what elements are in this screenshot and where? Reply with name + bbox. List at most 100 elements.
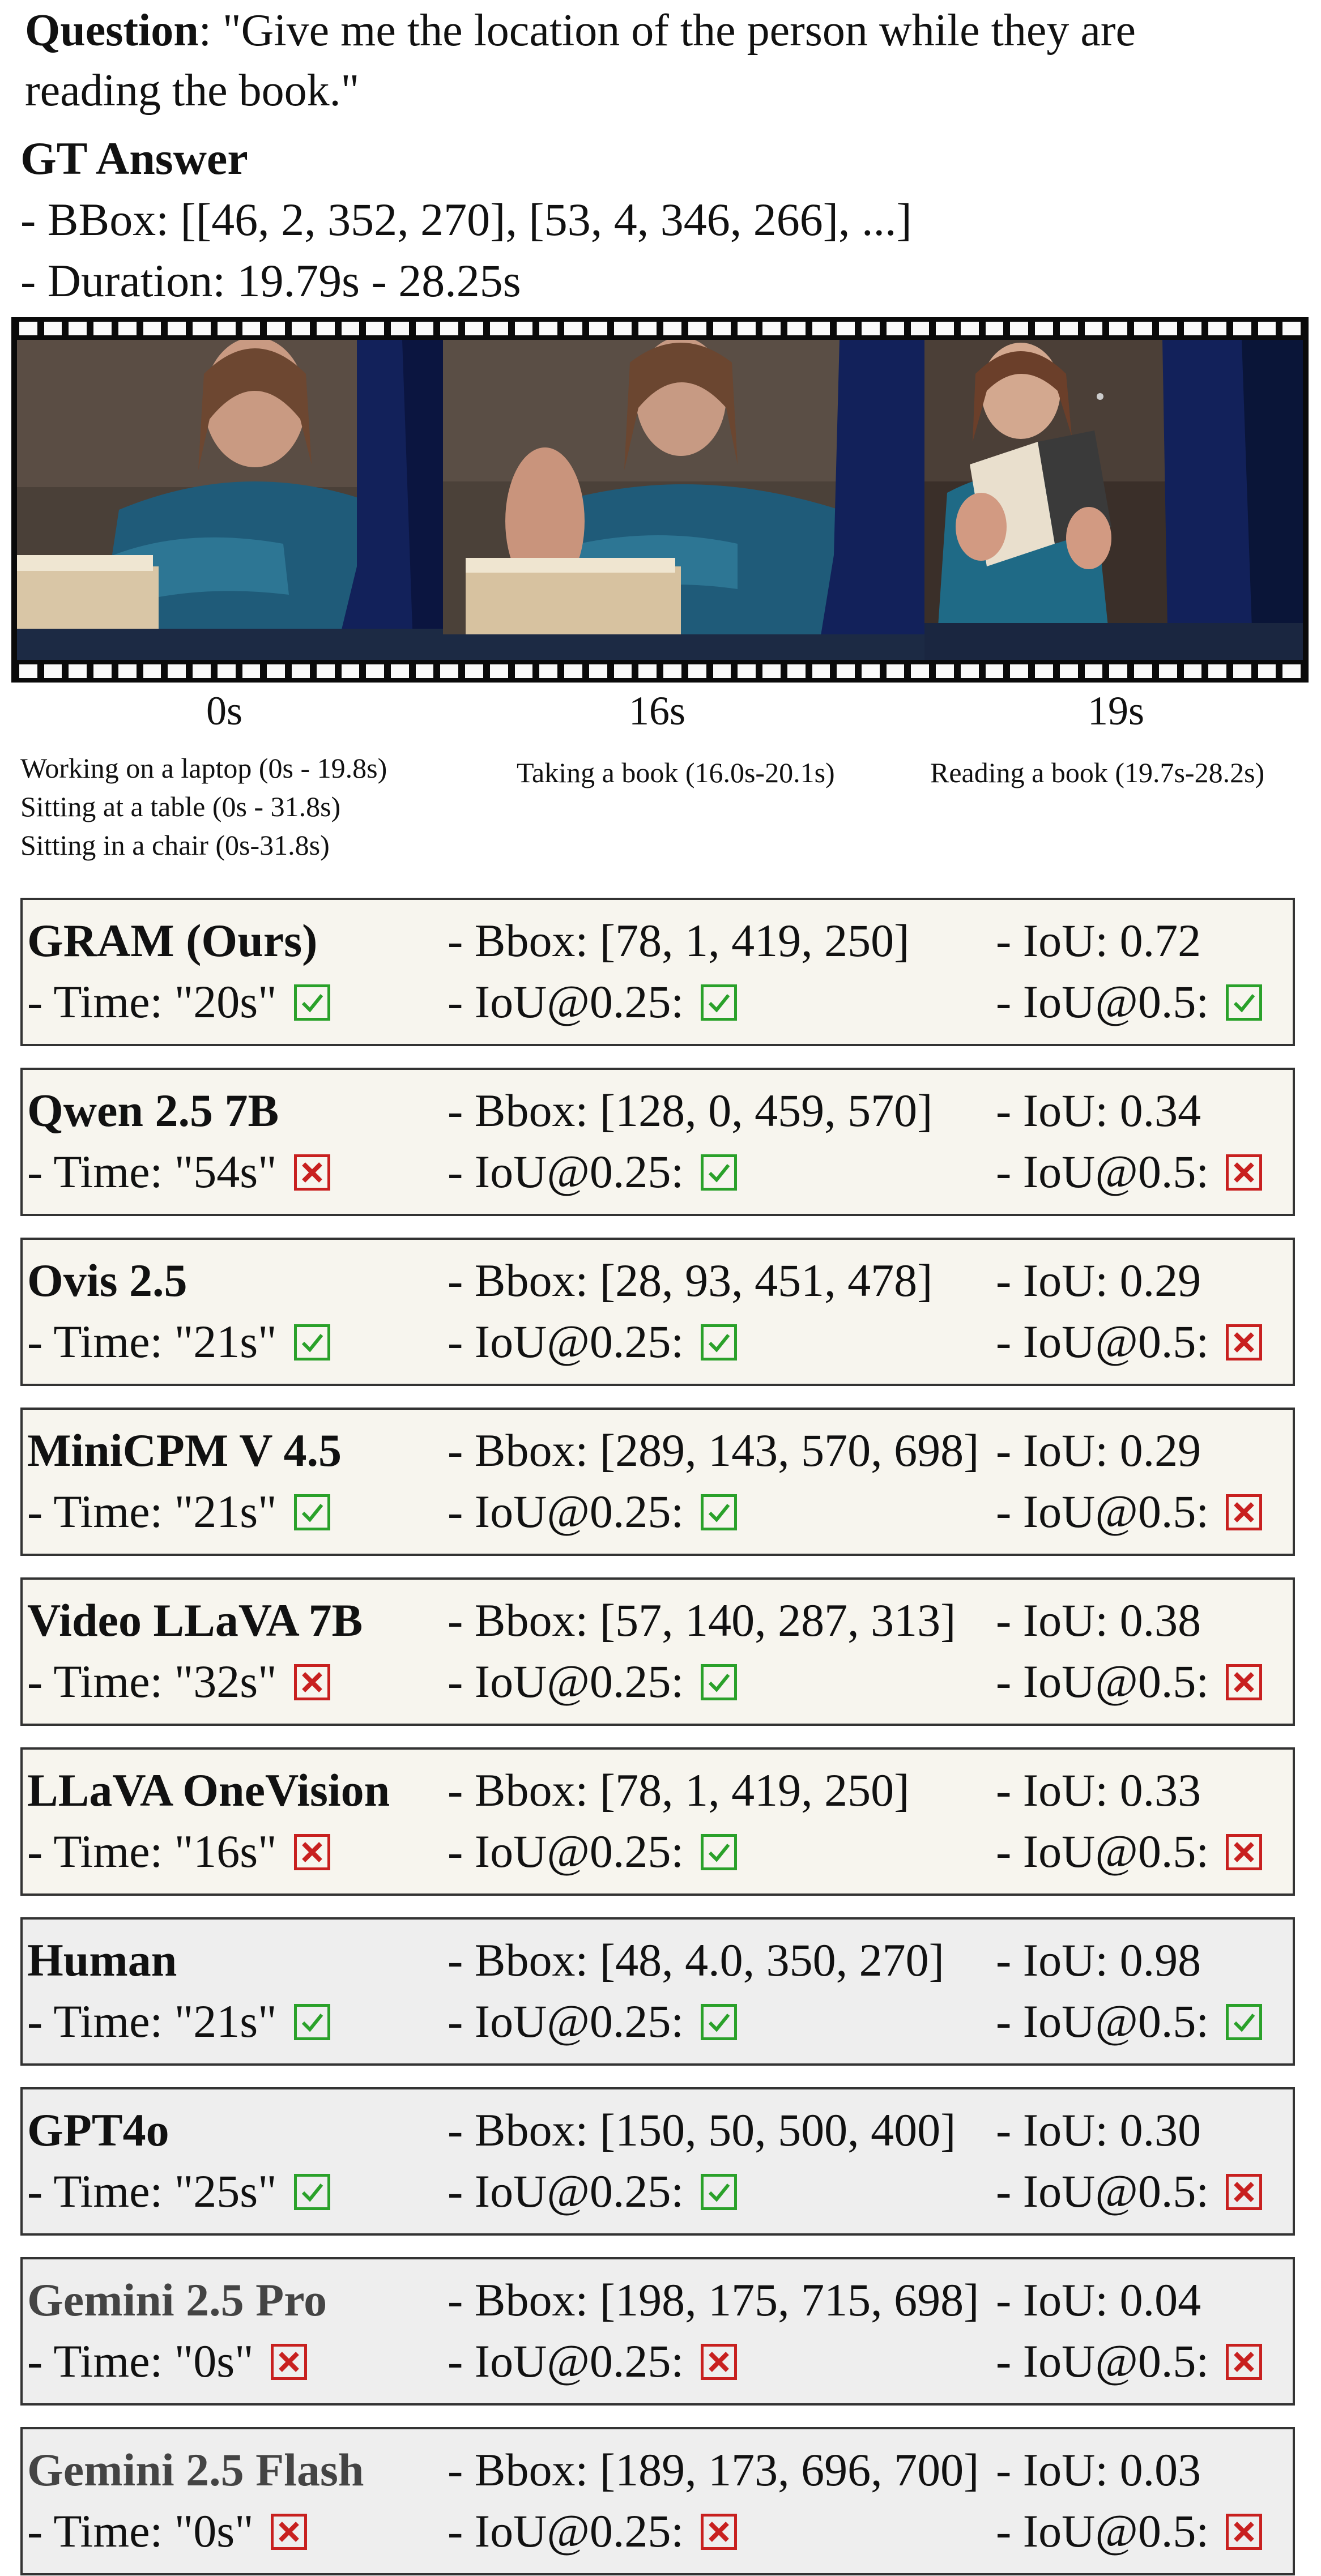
time-result: - Time: "21s" [27,1313,330,1370]
gt-bbox: - BBox: [[46, 2, 352, 270], [53, 4, 346,… [20,194,912,245]
time-text: - Time: "54s" [27,1146,277,1197]
bbox-result: - Bbox: [198, 175, 715, 698] [448,2274,979,2326]
film-perforation [1059,322,1078,335]
iou05-label: - IoU@0.5: [996,976,1209,1027]
cross-icon [293,1834,330,1870]
annotation-chair: Sitting in a chair (0s-31.8s) [20,829,330,861]
iou025-label: - IoU@0.25: [448,1316,684,1367]
film-perforation [217,664,236,678]
time-result: - Time: "16s" [27,1823,330,1880]
film-perforation [93,664,112,678]
iou-result: - IoU: 0.03 [996,2444,1201,2496]
cross-icon [1226,1324,1263,1360]
film-perforation [911,664,930,678]
iou05-label: - IoU@0.5: [996,1656,1209,1707]
iou025-label: - IoU@0.25: [448,2505,684,2557]
film-perforation [837,664,855,678]
film-perforation [1109,664,1128,678]
film-perforation [193,322,211,335]
film-perforation [1059,664,1078,678]
check-icon [293,1494,330,1530]
film-perforation [514,322,533,335]
iou05-label: - IoU@0.5: [996,1995,1209,2047]
iou025-label: - IoU@0.25: [448,1656,684,1707]
check-icon [701,1834,738,1870]
result-card: GRAM (Ours) - Time: "20s" - Bbox: [78, 1, … [20,898,1295,1046]
model-name: Video LLaVA 7B [27,1594,363,1646]
film-perforation [663,322,681,335]
iou-result: - IoU: 0.33 [996,1764,1201,1816]
time-result: - Time: "0s" [27,2333,307,2390]
time-result: - Time: "54s" [27,1144,330,1200]
film-perforation [1282,664,1301,678]
film-perforation [1183,322,1202,335]
film-perforation [440,664,459,678]
cross-icon [1226,1494,1263,1530]
question-text-1: : "Give me the location of the person wh… [198,6,1136,56]
check-icon [293,984,330,1021]
time-text: - Time: "16s" [27,1826,277,1877]
iou05-result: - IoU@0.5: [996,1823,1263,1880]
model-name: Human [27,1934,177,1986]
tick-label: 0s [206,688,243,733]
check-icon [701,1664,738,1700]
iou025-label: - IoU@0.25: [448,2165,684,2217]
iou05-result: - IoU@0.5: [996,2503,1263,2560]
check-icon [293,1324,330,1360]
film-perforation [564,322,582,335]
cross-icon [1226,2514,1263,2550]
result-card: Video LLaVA 7B - Time: "32s" - Bbox: [57, … [20,1577,1295,1726]
film-perforation [960,322,979,335]
check-icon [701,1494,738,1530]
film-perforation [69,664,87,678]
film-perforation [738,322,756,335]
check-icon [701,984,738,1021]
bbox-result: - Bbox: [28, 93, 451, 478] [448,1255,933,1306]
model-name: Gemini 2.5 Flash [27,2444,364,2496]
iou025-result: - IoU@0.25: [448,1993,738,2050]
cross-icon [1226,1664,1263,1700]
bbox-result: - Bbox: [48, 4.0, 350, 270] [448,1934,944,1986]
film-perforation [1282,322,1301,335]
bbox-result: - Bbox: [57, 140, 287, 313] [448,1594,956,1646]
iou025-result: - IoU@0.25: [448,2503,738,2560]
film-perforation [1208,664,1226,678]
time-text: - Time: "20s" [27,976,277,1027]
film-perforation [193,664,211,678]
film-perforation [1084,664,1103,678]
model-name: LLaVA OneVision [27,1764,390,1816]
time-text: - Time: "0s" [27,2505,254,2557]
film-perforation [341,664,360,678]
iou05-result: - IoU@0.5: [996,1313,1263,1370]
iou05-result: - IoU@0.5: [996,1144,1263,1200]
film-perforation [143,664,161,678]
film-perforation [118,664,137,678]
film-perforation [489,664,508,678]
iou05-label: - IoU@0.5: [996,1316,1209,1367]
check-icon [1226,2004,1263,2040]
cross-icon [1226,2174,1263,2210]
cross-icon [701,2514,738,2550]
model-name: GPT4o [27,2104,169,2156]
film-perforation [539,664,558,678]
film-perforation [539,322,558,335]
model-name: GRAM (Ours) [27,915,318,966]
film-perforation [242,322,261,335]
film-perforation [292,664,310,678]
annotation-reading-book: Reading a book (19.7s-28.2s) [930,757,1265,788]
video-frame-reading-book [924,340,1303,660]
time-text: - Time: "21s" [27,1995,277,2047]
question-label: Question [25,6,199,56]
gt-duration: - Duration: 19.79s - 28.25s [20,255,521,306]
bbox-result: - Bbox: [78, 1, 419, 250] [448,1764,910,1816]
cross-icon [1226,2344,1263,2380]
film-perforation [514,664,533,678]
film-perforation [366,322,385,335]
result-card: Qwen 2.5 7B - Time: "54s" - Bbox: [128, 0,… [20,1068,1295,1216]
time-text: - Time: "21s" [27,1486,277,1537]
film-perforation [613,664,632,678]
film-perforation [489,322,508,335]
film-perforation [886,322,905,335]
result-card: LLaVA OneVision - Time: "16s" - Bbox: [78,… [20,1747,1295,1896]
iou-result: - IoU: 0.30 [996,2104,1201,2156]
